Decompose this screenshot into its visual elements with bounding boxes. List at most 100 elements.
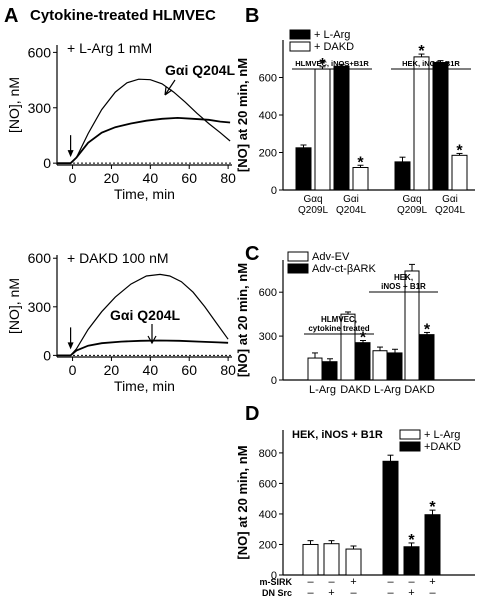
y-axis-title: [NO], nM — [6, 77, 22, 133]
y-tick-label: 0 — [271, 375, 277, 387]
series-line-2 — [57, 339, 229, 357]
x-tick-label: 0 — [69, 362, 77, 378]
category-label-line1: Gαq — [303, 194, 322, 205]
condition-row-label: m-SIRK — [259, 577, 292, 587]
x-tick-label: 20 — [104, 170, 120, 186]
bar — [451, 154, 468, 191]
condition-mark: – — [429, 587, 436, 599]
y-tick-label: 400 — [259, 110, 277, 122]
bar — [382, 460, 399, 576]
legend-swatch — [289, 29, 311, 40]
group-label-line2: iNOS + B1R — [381, 282, 426, 291]
bar — [323, 543, 340, 576]
y-tick-label: 800 — [259, 448, 277, 460]
series-line-1 — [57, 78, 231, 164]
y-tick-label: 300 — [28, 100, 52, 116]
condition-mark: – — [307, 576, 314, 588]
significance-star: * — [319, 56, 326, 73]
condition-mark: – — [350, 587, 357, 599]
y-tick-label: 300 — [259, 331, 277, 343]
series-line-2 — [57, 116, 231, 165]
panel-label-a: A — [4, 5, 18, 27]
condition-mark: – — [307, 587, 314, 599]
significance-star: * — [357, 154, 364, 171]
panel-label-b: B — [245, 5, 259, 27]
bar — [403, 546, 420, 576]
curve-label: Gαi Q204L — [165, 62, 236, 78]
legend-swatch — [287, 263, 309, 274]
legend-swatch — [399, 441, 421, 452]
y-axis-title: [NO], nM — [6, 278, 22, 334]
group-label: HEK, iNOS+B1R — [402, 59, 460, 68]
condition-mark: – — [408, 576, 415, 588]
significance-star: * — [429, 499, 436, 516]
stimulus-arrow-head — [67, 150, 74, 158]
legend-swatch — [399, 429, 421, 440]
legend-swatch — [289, 41, 311, 52]
panel-label-d: D — [245, 403, 259, 425]
chart-c: 0 300 600 [NO] at 20 min, nM Adv-EVAdv-ct-βA… — [235, 251, 475, 396]
condition-mark: + — [328, 587, 334, 599]
y-tick-label: 0 — [43, 347, 51, 363]
stimulus-arrow-head — [67, 342, 74, 350]
bar — [355, 342, 371, 381]
condition-annotation: + DAKD 100 nM — [67, 250, 169, 266]
y-axis-title: [NO] at 20 min, nM — [235, 263, 250, 377]
condition-mark: – — [328, 576, 335, 588]
category-label-line1: Gαi — [343, 194, 359, 205]
significance-star: * — [418, 43, 425, 60]
bar — [302, 543, 319, 576]
legend-label: + DAKD — [314, 41, 354, 53]
legend-label: Adv-EV — [312, 251, 350, 263]
category-label-line1: Gαi — [442, 194, 458, 205]
y-tick-label: 0 — [271, 185, 277, 197]
category-label: L-Arg — [309, 384, 336, 396]
y-tick-label: 600 — [28, 44, 52, 60]
y-tick-label: 600 — [259, 287, 277, 299]
significance-star: * — [408, 532, 415, 549]
group-label-line1: HLMVEC, — [321, 315, 357, 324]
panel-c: C 0 300 600 [NO] at 20 min, nM Adv-EVAdv-ct-… — [235, 243, 475, 396]
panel-b: B 0 200 400 600 [NO] at 20 min, nM + L-Arg+ D… — [235, 5, 475, 216]
bar — [432, 62, 449, 191]
panel-d: D 0 200 400 600 800 [NO] at 20 min, nM HEK, iN… — [235, 403, 475, 599]
y-tick-label: 200 — [259, 148, 277, 160]
legend-label: + L-Arg — [314, 29, 350, 41]
bar — [387, 352, 403, 381]
condition-mark: – — [387, 587, 394, 599]
series-line-1 — [57, 273, 229, 356]
condition-mark: + — [408, 587, 414, 599]
curve-label-arrow — [164, 79, 176, 96]
bar — [314, 68, 331, 191]
bar — [295, 147, 312, 191]
condition-mark: + — [350, 576, 356, 588]
significance-star: * — [360, 329, 367, 346]
chart-d: 0 200 400 600 800 [NO] at 20 min, nM HEK, iNOS… — [235, 429, 475, 599]
bar — [424, 514, 441, 576]
legend-swatch — [287, 251, 309, 262]
y-tick-label: 600 — [28, 250, 52, 266]
group-label-line1: HEK, — [394, 273, 413, 282]
chart-title: HEK, iNOS + B1R — [292, 429, 383, 441]
category-label: DAKD — [340, 384, 371, 396]
bar — [333, 65, 350, 191]
x-tick-label: 80 — [220, 170, 236, 186]
x-tick-label: 80 — [220, 362, 236, 378]
chart-a1: 0 300 600 0 20 40 60 80 + L-Arg 1 mM Gαi Q204L Tim… — [6, 40, 236, 202]
significance-star: * — [424, 321, 431, 338]
category-label: DAKD — [404, 384, 435, 396]
bar — [372, 350, 388, 381]
category-label-line1: Gαq — [402, 194, 421, 205]
category-label-line2: Q209L — [298, 205, 328, 216]
category-label-line2: Q209L — [397, 205, 427, 216]
x-tick-label: 60 — [181, 170, 197, 186]
y-tick-label: 0 — [43, 155, 51, 171]
bar — [394, 161, 411, 191]
category-label: L-Arg — [374, 384, 401, 396]
y-tick-label: 300 — [28, 299, 52, 315]
x-axis-title: Time, min — [114, 186, 175, 202]
condition-mark: – — [387, 576, 394, 588]
bar — [413, 56, 430, 191]
